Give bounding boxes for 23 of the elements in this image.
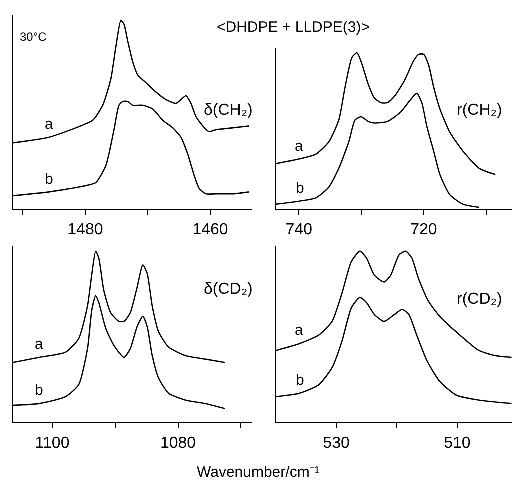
x-tick-label: 740: [286, 221, 313, 238]
x-tick-label: 510: [444, 434, 471, 452]
x-tick-label: 1460: [192, 221, 228, 238]
series-label: a: [45, 116, 54, 133]
series-label: a: [295, 138, 304, 155]
text: <DHDPE + LLDPE(3)>: [217, 19, 370, 36]
x-axis-title: Wavenumber/cm⁻¹: [197, 464, 320, 481]
x-tick-label: 530: [323, 434, 350, 452]
series-label: b: [45, 171, 54, 188]
x-tick-label: 720: [410, 221, 438, 238]
x-tick-label: 1080: [160, 434, 196, 452]
x-tick-label: 1100: [35, 434, 70, 452]
annotation: 30°C: [20, 30, 48, 44]
x-tick-label: 1480: [68, 221, 104, 238]
series-label: b: [35, 382, 44, 399]
series-label: a: [35, 336, 44, 353]
series-label: b: [296, 372, 304, 389]
annotation: r(CH₂): [457, 102, 502, 119]
annotation: r(CD₂): [457, 291, 502, 308]
annotation: δ(CD₂): [204, 281, 253, 298]
series-label: b: [296, 180, 304, 197]
annotation: δ(CH₂): [204, 102, 253, 119]
series-label: a: [295, 322, 304, 339]
